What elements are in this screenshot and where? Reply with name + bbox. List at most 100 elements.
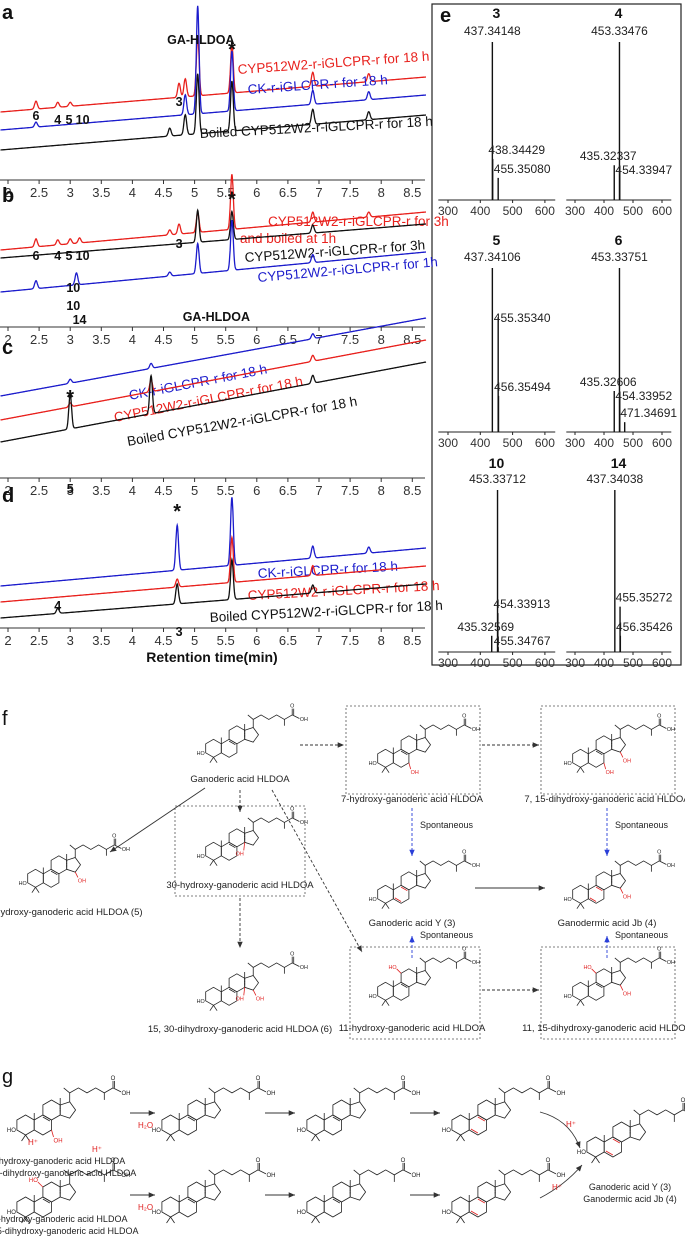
bond — [419, 860, 426, 866]
atom-label: OH — [236, 996, 244, 1002]
x-tick-label: 4.5 — [154, 483, 172, 498]
ring — [572, 884, 589, 904]
bond — [595, 750, 603, 756]
bond — [614, 724, 621, 730]
ring — [611, 737, 626, 753]
bond — [470, 1128, 479, 1134]
x-tick-label: 5 — [191, 483, 198, 498]
side-chain — [424, 724, 465, 738]
x-tick-label: 500 — [623, 656, 643, 670]
x-tick-label: 4.5 — [154, 633, 172, 648]
structure: HO O OH OH — [19, 834, 130, 893]
x-tick-label: 300 — [565, 436, 585, 450]
atom-label: OH — [472, 863, 480, 869]
bond — [402, 1087, 412, 1093]
bond — [603, 762, 607, 770]
peak-label: 454.33913 — [493, 597, 550, 611]
peak-annotation: 10 — [76, 249, 90, 263]
bond — [50, 870, 58, 876]
trace — [0, 339, 427, 421]
ring — [178, 1196, 197, 1218]
dashed-box — [349, 946, 481, 1040]
x-axis-title: Retention time(min) — [146, 649, 277, 665]
bond — [353, 1169, 360, 1176]
bond — [292, 817, 300, 822]
bond — [385, 767, 390, 773]
x-tick-label: 500 — [503, 656, 523, 670]
bond — [381, 1000, 386, 1006]
atom-label: O — [256, 1158, 261, 1164]
proton-label: H⁺ — [566, 1120, 576, 1129]
x-tick-label: 2 — [4, 332, 11, 347]
ring — [323, 1114, 342, 1136]
x-tick-label: 600 — [535, 656, 555, 670]
atom-label: O — [112, 834, 116, 840]
ring — [205, 738, 222, 758]
x-tick-label: 5 — [191, 332, 198, 347]
bond — [213, 757, 218, 763]
atom-label: OH — [78, 878, 86, 884]
trace — [0, 534, 426, 603]
bond — [464, 724, 472, 729]
x-tick-label: 4.5 — [154, 185, 172, 200]
bond — [170, 1216, 175, 1224]
bond — [595, 1156, 600, 1164]
ring — [306, 1196, 325, 1218]
bond — [247, 817, 254, 823]
atom-label: HO — [297, 1128, 306, 1134]
x-tick-label: 300 — [438, 204, 458, 218]
side-chain — [214, 1087, 259, 1102]
bond — [209, 1005, 214, 1011]
peak-annotation: 10 — [66, 281, 80, 295]
structure: HO O OH — [152, 1076, 276, 1142]
bond — [208, 1087, 215, 1094]
peak-label: 455.35272 — [616, 591, 673, 605]
peak-annotation: * — [228, 189, 236, 211]
side-chain — [252, 962, 293, 976]
bond — [74, 871, 79, 878]
x-tick-label: 3.5 — [92, 332, 110, 347]
trace — [0, 220, 426, 293]
bond — [477, 1116, 486, 1122]
atom-label: HO — [152, 1210, 161, 1216]
ring — [178, 1114, 197, 1136]
peak-label: 438.34429 — [488, 143, 545, 157]
peak-annotation: 4 — [54, 599, 61, 613]
bond — [332, 1116, 341, 1122]
peak-label: 437.34148 — [464, 24, 521, 38]
bond — [595, 983, 603, 989]
atom-label: O — [546, 1158, 551, 1164]
trace — [0, 35, 426, 113]
bond — [385, 1000, 390, 1006]
x-tick-label: 3 — [67, 633, 74, 648]
atom-label: HO — [564, 994, 572, 1000]
x-tick-label: 600 — [535, 436, 555, 450]
bond — [633, 1109, 640, 1116]
side-chain — [619, 724, 660, 738]
bond — [247, 714, 254, 720]
ring — [494, 1101, 512, 1119]
x-tick-label: 4 — [129, 483, 136, 498]
x-tick-label: 600 — [652, 436, 672, 450]
x-tick-label: 300 — [438, 656, 458, 670]
bond — [42, 1116, 51, 1122]
peak-annotation: * — [228, 39, 236, 61]
spectrum-peak — [491, 268, 494, 432]
spectrum-peak — [497, 317, 499, 432]
bond — [419, 957, 426, 963]
bond — [612, 1138, 621, 1144]
ring — [494, 1183, 512, 1201]
panel-e-frame — [431, 3, 682, 666]
x-tick-label: 8.5 — [403, 633, 421, 648]
side-chain — [504, 1087, 549, 1102]
x-tick-label: 7.5 — [341, 185, 359, 200]
compound-name: 15, 30-dihydroxy-ganoderic acid HLDOA (6… — [148, 1024, 332, 1035]
ring — [400, 968, 418, 988]
peak-label: 454.33947 — [615, 163, 672, 177]
spectrum-peak — [613, 391, 615, 432]
ring — [42, 1181, 61, 1203]
spectrum-peak — [619, 171, 621, 200]
bond — [381, 903, 386, 909]
atom-label: HO — [369, 994, 377, 1000]
x-tick-label: 300 — [565, 656, 585, 670]
